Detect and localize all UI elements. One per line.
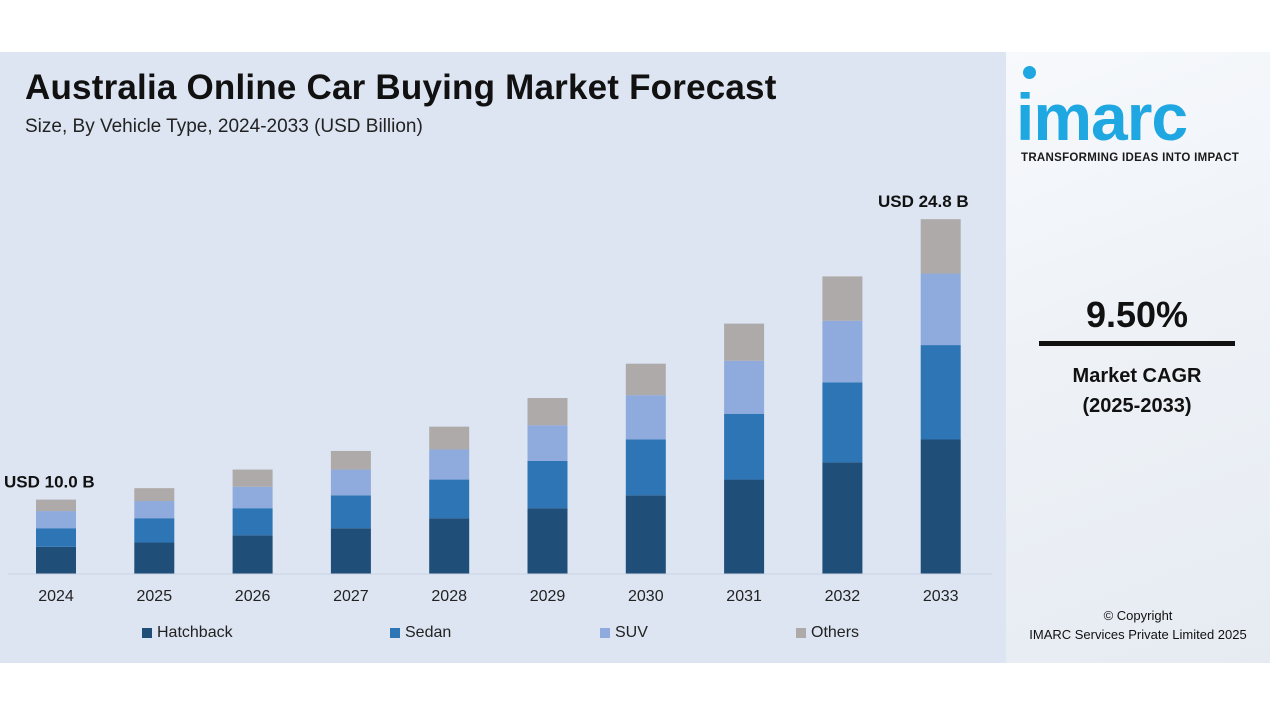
legend-swatch bbox=[142, 628, 152, 638]
bar-hatchback-2026 bbox=[232, 535, 273, 574]
bar-suv-2026 bbox=[232, 486, 273, 509]
sidebar-panel: 0.0 1 2 3 4 500.0 4482048 112762766 bbox=[1006, 52, 1270, 663]
x-tick-label: 2024 bbox=[38, 588, 74, 605]
bar-hatchback-2025 bbox=[134, 542, 175, 574]
legend-swatch bbox=[390, 628, 400, 638]
bar-hatchback-2033 bbox=[920, 439, 961, 574]
bar-sedan-2025 bbox=[134, 518, 175, 543]
legend-label: Hatchback bbox=[157, 624, 233, 641]
x-tick-label: 2025 bbox=[137, 588, 173, 605]
x-tick-label: 2032 bbox=[825, 588, 861, 605]
bar-suv-2027 bbox=[330, 469, 371, 496]
x-tick-label: 2033 bbox=[923, 588, 959, 605]
total-annotation: USD 10.0 B bbox=[4, 473, 95, 492]
bar-sedan-2030 bbox=[625, 439, 666, 496]
bar-others-2029 bbox=[527, 398, 568, 426]
cagr-divider bbox=[1039, 341, 1235, 346]
cagr-label-line2: (2025-2033) bbox=[1082, 395, 1192, 417]
bar-suv-2024 bbox=[36, 511, 76, 529]
brand-logo: imarc bbox=[1016, 80, 1188, 154]
legend-item-hatchback: Hatchback bbox=[142, 624, 233, 642]
legend-swatch bbox=[796, 628, 806, 638]
bar-hatchback-2032 bbox=[822, 462, 863, 574]
bar-suv-2033 bbox=[920, 273, 961, 346]
total-annotation: USD 24.8 B bbox=[878, 192, 969, 211]
bars-group bbox=[36, 219, 961, 574]
bar-others-2025 bbox=[134, 488, 175, 502]
bar-others-2026 bbox=[232, 469, 273, 487]
bar-others-2024 bbox=[36, 499, 76, 512]
bar-hatchback-2030 bbox=[625, 495, 666, 574]
x-tick-label: 2026 bbox=[235, 588, 271, 605]
bar-annotations: USD 10.0 B USD 24.8 B bbox=[4, 192, 969, 491]
bar-sedan-2032 bbox=[822, 382, 863, 463]
copyright-line2: IMARC Services Private Limited 2025 bbox=[1029, 627, 1247, 642]
bar-hatchback-2028 bbox=[429, 518, 470, 574]
bar-sedan-2027 bbox=[330, 495, 371, 529]
chart-title: Australia Online Car Buying Market Forec… bbox=[25, 68, 777, 107]
cagr-label-line1: Market CAGR bbox=[1072, 365, 1202, 387]
bar-suv-2029 bbox=[527, 425, 568, 461]
x-tick-label: 2030 bbox=[628, 588, 664, 605]
chart-legend: Hatchback Sedan SUV Others bbox=[0, 624, 1006, 644]
bar-suv-2028 bbox=[429, 449, 470, 480]
bar-others-2033 bbox=[920, 219, 961, 274]
bar-suv-2030 bbox=[625, 395, 666, 440]
bar-suv-2025 bbox=[134, 501, 175, 519]
bar-sedan-2028 bbox=[429, 479, 470, 519]
legend-item-others: Others bbox=[796, 624, 859, 642]
chart-subtitle: Size, By Vehicle Type, 2024-2033 (USD Bi… bbox=[25, 116, 423, 137]
bar-others-2027 bbox=[330, 450, 371, 470]
legend-label: Sedan bbox=[405, 624, 452, 641]
bar-sedan-2031 bbox=[724, 413, 765, 480]
brand-tagline: TRANSFORMING IDEAS INTO IMPACT bbox=[1021, 152, 1240, 164]
x-tick-label: 2027 bbox=[333, 588, 369, 605]
stacked-bar-chart: 2024 2025 2026 2027 2028 2029 2030 2031 2032 2033… bbox=[4, 192, 992, 605]
bar-hatchback-2024 bbox=[36, 546, 76, 574]
bar-sedan-2033 bbox=[920, 345, 961, 440]
x-tick-label: 2028 bbox=[431, 588, 467, 605]
bar-suv-2032 bbox=[822, 320, 863, 383]
bar-others-2030 bbox=[625, 363, 666, 396]
bar-hatchback-2029 bbox=[527, 508, 568, 574]
bar-hatchback-2031 bbox=[724, 479, 765, 574]
x-tick-labels: 2024 2025 2026 2027 2028 2029 2030 2031 2032 2033 bbox=[38, 588, 958, 605]
bar-sedan-2024 bbox=[36, 528, 76, 547]
copyright-notice: © Copyright IMARC Services Private Limit… bbox=[1006, 606, 1270, 644]
copyright-line1: © Copyright bbox=[1103, 608, 1173, 623]
bar-others-2028 bbox=[429, 426, 470, 450]
bar-sedan-2026 bbox=[232, 508, 273, 536]
logo-dot bbox=[1023, 66, 1036, 79]
legend-item-sedan: Sedan bbox=[390, 624, 451, 642]
legend-label: Others bbox=[811, 624, 860, 641]
cagr-label: Market CAGR (2025-2033) bbox=[1039, 361, 1235, 421]
x-tick-label: 2029 bbox=[530, 588, 566, 605]
bar-others-2031 bbox=[724, 323, 765, 361]
legend-label: SUV bbox=[615, 624, 648, 641]
bar-suv-2031 bbox=[724, 360, 765, 414]
legend-item-suv: SUV bbox=[600, 624, 648, 642]
bar-hatchback-2027 bbox=[330, 528, 371, 574]
legend-swatch bbox=[600, 628, 610, 638]
x-tick-label: 2031 bbox=[726, 588, 762, 605]
cagr-value: 9.50% bbox=[1085, 294, 1189, 335]
bar-others-2032 bbox=[822, 276, 863, 321]
bar-sedan-2029 bbox=[527, 460, 568, 509]
